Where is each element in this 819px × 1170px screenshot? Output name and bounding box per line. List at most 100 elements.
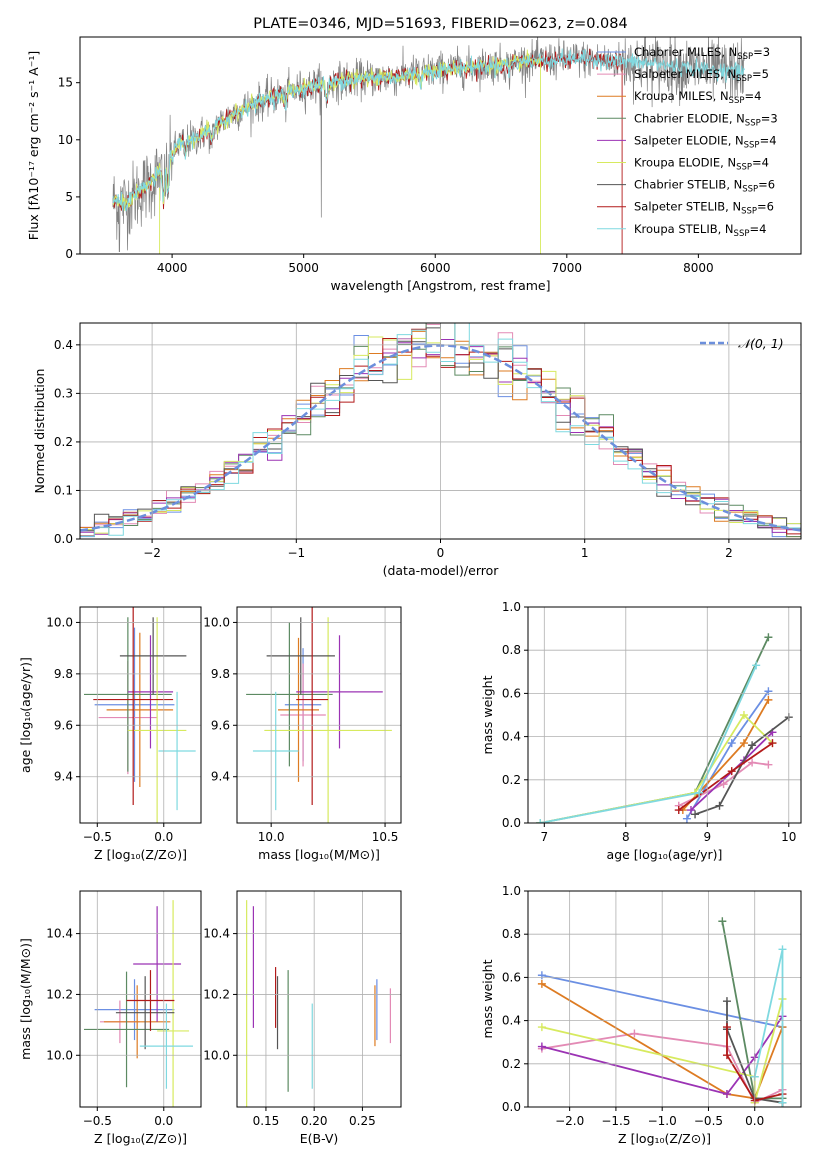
y-axis-label: Flux [fλ10⁻¹⁷ erg cm⁻² s⁻¹ A⁻¹] [26, 51, 41, 240]
x-tick-label: 5000 [288, 261, 319, 275]
x-axis-label: (data-model)/error [383, 563, 500, 578]
series-marker-kroupa_miles [764, 695, 773, 704]
series-marker-kroupa_elodie [739, 711, 748, 719]
y-tick-label: 10.0 [46, 615, 73, 629]
y-tick-label: 0 [65, 247, 73, 261]
axes-frame [236, 606, 402, 824]
series-marker-salpeter_miles [719, 780, 728, 789]
y-tick-label: 0.0 [54, 532, 73, 546]
y-tick-label: 0.4 [54, 338, 73, 352]
series-marker-kroupa_stelib [778, 1098, 787, 1107]
y-tick-label: 0.0 [502, 1100, 521, 1114]
y-tick-label: 0.2 [54, 435, 73, 449]
series-marker-chabrier_stelib [748, 741, 757, 750]
x-tick-label: 6000 [420, 261, 451, 275]
legend-label: Kroupa ELODIE, NSSP=4 [634, 156, 769, 173]
y-axis-label: mass weight [480, 959, 495, 1038]
series-marker-salpeter_elodie [722, 1090, 731, 1099]
legend-label: Salpeter MILES, NSSP=5 [634, 67, 769, 84]
series-marker-salpeter_stelib [674, 806, 683, 815]
y-tick-label: 10.0 [46, 1048, 73, 1062]
legend-label: Salpeter ELODIE, NSSP=4 [634, 133, 777, 150]
model-spectrum-kroupa_stelib [112, 48, 745, 212]
y-tick-label: 9.4 [54, 770, 73, 784]
legend-normal: 𝒩(0, 1) [700, 336, 784, 351]
series-marker-salpeter_stelib [768, 739, 777, 748]
axes-frame [527, 606, 802, 824]
legend-label: Kroupa MILES, NSSP=4 [634, 89, 761, 106]
y-tick-label: 0.0 [502, 816, 521, 830]
x-axis-label: wavelength [Angstrom, rest frame] [330, 278, 550, 293]
x-tick-label: −0.5 [83, 1114, 112, 1128]
panel-age_vs_Z: −0.5 0.0 9.4 9.6 9.8 10.0 Z [log₁₀(Z/Z⊙)] age [… [18, 606, 202, 862]
axes-frame [527, 890, 802, 1108]
series-marker-salpeter_stelib [722, 1023, 731, 1032]
series-marker-salpeter_miles [630, 1029, 639, 1038]
y-tick-label: 0.8 [502, 927, 521, 941]
x-tick-label: 9 [703, 830, 711, 844]
y-tick-label: 0.2 [502, 773, 521, 787]
x-tick-label: −1.5 [601, 1114, 630, 1128]
x-axis-label: mass [log₁₀(M/M⊙)] [258, 847, 380, 862]
x-tick-label: 0.20 [301, 1114, 328, 1128]
x-tick-label: 0.0 [154, 830, 173, 844]
y-tick-label: 0.8 [502, 643, 521, 657]
y-tick-label: 0.4 [502, 1014, 521, 1028]
series-line-kroupa_elodie [540, 713, 774, 823]
y-tick-label: 5 [65, 190, 73, 204]
x-tick-label: −2 [143, 546, 161, 560]
plot-area [83, 607, 196, 823]
series-marker-salpeter_stelib [722, 1051, 731, 1060]
y-tick-label: 0.6 [502, 686, 521, 700]
x-tick-label: 10.0 [258, 830, 285, 844]
panel-residuals: −2 −1 0 1 2 0.0 0.1 0.2 0.3 0.4 (data-model)/error… [32, 322, 802, 578]
series-line-salpeter_elodie [541, 1015, 784, 1096]
axes-frame [79, 36, 802, 255]
panel-mass_vs_Z: −0.5 0.0 10.0 10.2 10.4 Z [log₁₀(Z/Z⊙)] mass [… [18, 890, 202, 1146]
y-tick-label: 0.6 [502, 970, 521, 984]
series-marker-salpeter_elodie [537, 1042, 546, 1051]
x-tick-label: 2 [725, 546, 733, 560]
x-tick-label: 8000 [683, 261, 714, 275]
x-tick-label: 7000 [552, 261, 583, 275]
x-tick-label: −0.5 [83, 830, 112, 844]
series-marker-salpeter_miles [748, 758, 757, 767]
y-axis-label: mass weight [480, 675, 495, 754]
series-marker-kroupa_stelib [778, 945, 787, 954]
series-marker-kroupa_miles [739, 739, 748, 748]
y-tick-label: 9.8 [54, 667, 73, 681]
model-spectrum-kroupa_elodie [112, 49, 541, 254]
series-marker-chabrier_miles [682, 814, 691, 823]
x-axis-label: Z [log₁₀(Z/Z⊙)] [94, 1131, 187, 1146]
y-tick-label: 1.0 [502, 600, 521, 614]
y-tick-label: 10.4 [203, 927, 230, 941]
x-tick-label: −1.0 [648, 1114, 677, 1128]
legend: Chabrier MILES, NSSP=3 Salpeter MILES, NS… [597, 45, 778, 239]
x-tick-label: 10 [781, 830, 796, 844]
x-tick-label: 10.5 [372, 830, 399, 844]
x-tick-label: 0.0 [745, 1114, 764, 1128]
series-marker-kroupa_stelib [695, 788, 704, 797]
x-axis-label: age [log₁₀(age/yr)] [607, 847, 723, 862]
series-marker-salpeter_miles [764, 760, 773, 769]
y-tick-label: 9.8 [211, 667, 230, 681]
panel-mass_weight_vs_Z: −2.0 −1.5 −1.0 −0.5 0.0 0.0 0.2 0.4 0.6 0.8 1.0 Z [… [480, 884, 802, 1146]
y-tick-label: 0.3 [54, 386, 73, 400]
x-tick-label: 4000 [157, 261, 188, 275]
y-tick-label: 0.4 [502, 730, 521, 744]
y-tick-label: 1.0 [502, 884, 521, 898]
y-tick-label: 0.1 [54, 483, 73, 497]
plot-area [246, 607, 392, 823]
legend-label: Kroupa STELIB, NSSP=4 [634, 222, 766, 239]
plot-area [83, 900, 194, 1107]
x-tick-label: 0 [437, 546, 445, 560]
x-tick-label: 1 [581, 546, 589, 560]
y-tick-label: 10.2 [46, 987, 73, 1001]
series-marker-chabrier_elodie [718, 917, 727, 926]
y-tick-label: 10.0 [203, 1048, 230, 1062]
series-marker-chabrier_stelib [691, 810, 700, 819]
panel-mass_vs_ebv: 0.15 0.20 0.25 10.0 10.2 10.4 E(B-V) [203, 890, 402, 1146]
y-tick-label: 9.4 [211, 770, 230, 784]
axes-frame [79, 890, 202, 1108]
panel-age_vs_mass: 10.0 10.5 9.4 9.6 9.8 10.0 mass [log₁₀(M/M⊙)] [203, 606, 402, 862]
